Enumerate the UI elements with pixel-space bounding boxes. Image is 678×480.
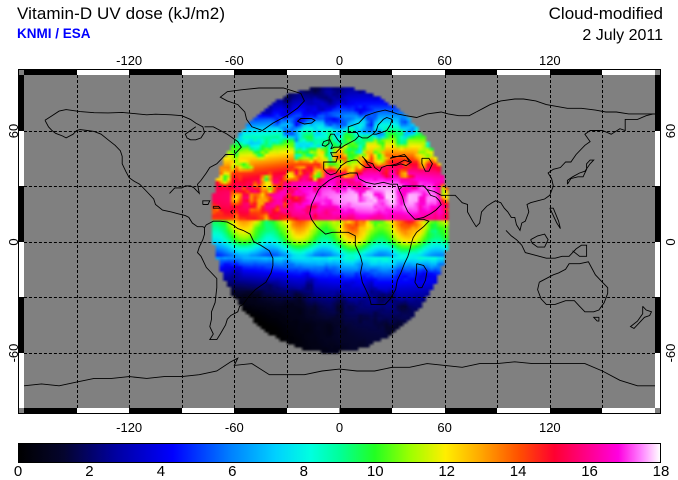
frame-tick-segment — [181, 408, 235, 414]
frame-tick-segment — [602, 408, 655, 414]
lon-tick-label: 0 — [335, 420, 344, 435]
frame-tick-segment — [392, 408, 445, 414]
colorbar-tick-label: 6 — [228, 463, 237, 480]
lat-tick-label: 0 — [663, 237, 678, 246]
lon-tick-label: 60 — [437, 420, 452, 435]
frame-tick-segment — [602, 69, 655, 75]
coastline-path — [324, 144, 410, 175]
colorbar-tick-label: 2 — [85, 463, 94, 480]
frame-tick-segment — [129, 408, 182, 414]
page-title: Vitamin-D UV dose (kJ/m2) — [17, 4, 226, 23]
lat-tick-label: 60 — [663, 123, 678, 138]
lat-tick-label: 0 — [6, 237, 21, 246]
frame-tick-segment — [18, 130, 24, 186]
lon-tick-label: 120 — [538, 420, 561, 435]
colorbar-tick-label: 10 — [366, 463, 384, 480]
coastline-path — [322, 140, 329, 146]
colorbar-tick-label: 4 — [156, 463, 166, 480]
frame-tick-segment — [497, 69, 550, 75]
lon-tick-label: 0 — [335, 53, 344, 68]
frame-tick-segment — [181, 69, 235, 75]
coastline-path — [231, 210, 233, 214]
coastline-path — [213, 206, 220, 208]
coastline-path — [631, 306, 652, 328]
frame-tick-segment — [549, 69, 603, 75]
coastline-path — [422, 158, 433, 171]
colorbar-tick-label: 18 — [652, 463, 670, 480]
frame-tick-segment — [286, 69, 340, 75]
frame-tick-segment — [497, 408, 550, 414]
lon-tick-label: 120 — [538, 53, 561, 68]
frame-tick-segment — [655, 75, 661, 131]
coastline-path — [359, 118, 392, 138]
lat-tick-label: -60 — [663, 343, 678, 362]
lat-tick-label: 60 — [6, 123, 21, 138]
frame-tick-segment — [24, 69, 77, 75]
frame-tick-segment — [339, 69, 393, 75]
coastline-path — [390, 155, 411, 166]
frame-tick-segment — [76, 408, 130, 414]
coastline-path — [198, 221, 273, 339]
coastline-path — [594, 317, 599, 321]
coastline-path — [415, 264, 427, 288]
frame-tick-segment — [18, 297, 24, 353]
frame-tick-segment — [18, 352, 24, 408]
frame-tick-segment — [444, 408, 498, 414]
frame-tick-segment — [24, 408, 77, 414]
coastline-path — [567, 160, 593, 184]
frame-tick-segment — [18, 186, 24, 242]
frame-tick-segment — [655, 352, 661, 408]
coastline-path — [329, 134, 341, 149]
frame-tick-segment — [549, 408, 603, 414]
coastline-path — [220, 88, 304, 131]
frame-tick-segment — [286, 408, 340, 414]
frame-tick-segment — [444, 69, 498, 75]
lon-tick-label: -60 — [224, 53, 244, 68]
colorbar — [18, 443, 661, 463]
lon-tick-label: 60 — [437, 53, 452, 68]
product-type-label: Cloud-modified — [548, 4, 663, 23]
lon-tick-label: -120 — [116, 420, 143, 435]
credit-label: KNMI / ESA — [17, 26, 91, 41]
coastline-path — [550, 208, 561, 228]
colorbar-tick-label: 0 — [13, 463, 23, 480]
coastline-path — [531, 234, 549, 247]
figure-header: Vitamin-D UV dose (kJ/m2) KNMI / ESA Clo… — [0, 0, 678, 50]
frame-outline — [18, 69, 661, 414]
colorbar-tick-label: 8 — [299, 463, 308, 480]
lat-tick-label: -60 — [6, 343, 21, 362]
colorbar-tick-label: 12 — [438, 463, 455, 480]
frame-tick-segment — [339, 408, 393, 414]
lon-tick-label: -120 — [116, 53, 143, 68]
coastline-path — [24, 358, 655, 386]
frame-tick-segment — [18, 241, 24, 297]
frame-tick-segment — [655, 130, 661, 186]
coastline-path — [45, 120, 205, 227]
coastline-path — [203, 201, 210, 205]
frame-tick-segment — [655, 241, 661, 297]
map-frame — [18, 69, 661, 414]
coastline-path — [310, 173, 429, 304]
date-label: 2 July 2011 — [582, 27, 663, 44]
frame-tick-segment — [655, 297, 661, 353]
coastline-path — [297, 119, 315, 125]
frame-tick-segment — [129, 69, 182, 75]
colorbar-gradient — [18, 443, 661, 463]
coastline-path — [45, 110, 205, 140]
colorbar-tick-label: 14 — [509, 463, 527, 480]
lon-tick-label: -60 — [224, 420, 244, 435]
colorbar-tick-label: 16 — [581, 463, 598, 480]
coastline-path — [348, 110, 476, 143]
frame-tick-segment — [234, 408, 287, 414]
frame-tick-segment — [234, 69, 287, 75]
coastline-path — [506, 230, 587, 258]
frame-tick-segment — [392, 69, 445, 75]
frame-tick-segment — [655, 186, 661, 242]
frame-tick-segment — [76, 69, 130, 75]
frame-tick-segment — [18, 75, 24, 131]
